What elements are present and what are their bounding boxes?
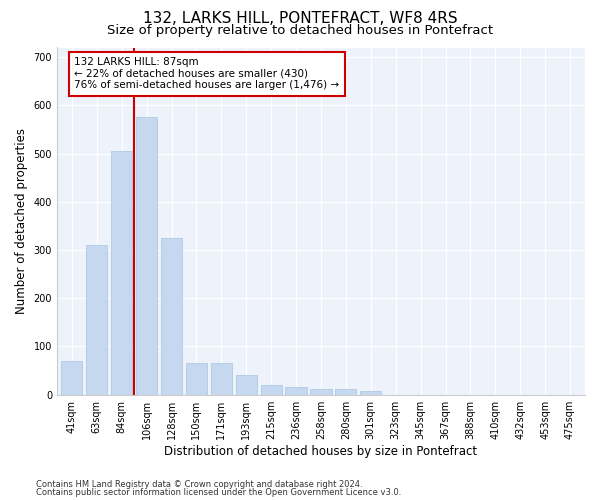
Text: Contains HM Land Registry data © Crown copyright and database right 2024.: Contains HM Land Registry data © Crown c… xyxy=(36,480,362,489)
Text: Size of property relative to detached houses in Pontefract: Size of property relative to detached ho… xyxy=(107,24,493,37)
Bar xyxy=(186,364,207,394)
Y-axis label: Number of detached properties: Number of detached properties xyxy=(15,128,28,314)
Bar xyxy=(360,391,382,394)
Bar xyxy=(260,385,282,394)
Bar xyxy=(236,376,257,394)
Bar xyxy=(136,118,157,394)
Bar xyxy=(161,238,182,394)
Text: 132 LARKS HILL: 87sqm
← 22% of detached houses are smaller (430)
76% of semi-det: 132 LARKS HILL: 87sqm ← 22% of detached … xyxy=(74,57,340,90)
Bar xyxy=(61,361,82,394)
Bar xyxy=(335,389,356,394)
Bar xyxy=(111,151,132,394)
X-axis label: Distribution of detached houses by size in Pontefract: Distribution of detached houses by size … xyxy=(164,444,478,458)
Text: Contains public sector information licensed under the Open Government Licence v3: Contains public sector information licen… xyxy=(36,488,401,497)
Bar xyxy=(86,245,107,394)
Bar xyxy=(211,364,232,394)
Bar xyxy=(310,389,332,394)
Bar xyxy=(286,388,307,394)
Text: 132, LARKS HILL, PONTEFRACT, WF8 4RS: 132, LARKS HILL, PONTEFRACT, WF8 4RS xyxy=(143,11,457,26)
